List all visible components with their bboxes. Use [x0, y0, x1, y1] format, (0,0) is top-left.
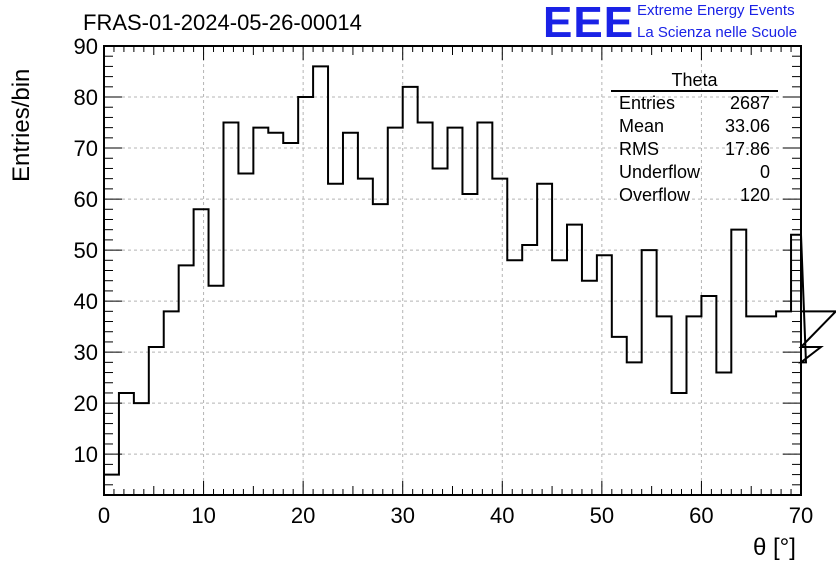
stats-row-rms: RMS 17.86 — [611, 138, 778, 161]
y-tick-label: 70 — [74, 136, 98, 161]
y-axis-ticks: 10 20 30 40 50 60 70 80 90 — [74, 34, 801, 496]
histogram-bin — [761, 316, 776, 495]
histogram-bin — [418, 123, 433, 495]
y-tick-label: 20 — [74, 391, 98, 416]
histogram-bin — [701, 296, 716, 495]
y-axis-label: Entries/bin — [8, 68, 35, 182]
x-tick-label: 60 — [689, 503, 713, 528]
histogram-bin — [462, 194, 477, 495]
histogram-bin — [477, 123, 492, 495]
x-tick-label: 30 — [390, 503, 414, 528]
histogram-bin — [567, 225, 582, 495]
histogram-bin — [746, 316, 761, 495]
stats-label: Underflow — [619, 162, 701, 182]
stats-label: Mean — [619, 116, 665, 136]
histogram-bin — [716, 373, 731, 495]
histogram-bin — [358, 179, 373, 495]
histogram-bin — [328, 184, 343, 495]
y-tick-label: 50 — [74, 238, 98, 263]
y-tick-label: 30 — [74, 340, 98, 365]
histogram-bin — [537, 184, 552, 495]
stats-value: 120 — [739, 185, 770, 205]
stats-row-overflow: Overflow 120 — [611, 184, 778, 207]
histogram-bin — [149, 347, 164, 495]
histogram-bin — [686, 316, 701, 495]
histogram-bin — [642, 250, 657, 495]
x-axis-ticks: 0 10 20 30 40 50 60 70 — [98, 46, 813, 528]
y-tick-label: 90 — [74, 34, 98, 59]
histogram-bin — [238, 174, 253, 495]
histogram-bin — [298, 97, 313, 495]
histogram-bin — [492, 179, 507, 495]
y-tick-label: 60 — [74, 187, 98, 212]
histogram-bin — [791, 235, 801, 495]
histogram-bin — [253, 128, 268, 495]
histogram-bin — [522, 245, 537, 495]
stats-divider — [611, 90, 778, 92]
histogram-bin — [134, 403, 149, 495]
histogram-bin — [448, 128, 463, 495]
histogram-bin — [582, 281, 597, 495]
stats-value: 17.86 — [724, 139, 770, 159]
histogram-outline — [103, 65, 836, 495]
histogram-bin — [552, 260, 567, 495]
histogram-bin — [627, 362, 642, 495]
histogram-series — [103, 65, 836, 495]
stats-value: 2687 — [729, 93, 770, 113]
histogram-bin — [313, 66, 328, 495]
y-tick-label: 80 — [74, 85, 98, 110]
histogram-bin — [612, 337, 627, 495]
x-tick-label: 20 — [291, 503, 315, 528]
stats-row-mean: Mean 33.06 — [611, 115, 778, 138]
stats-row-entries: Entries 2687 — [611, 92, 778, 115]
stats-row-underflow: Underflow 0 — [611, 161, 778, 184]
histogram-bin — [672, 393, 687, 495]
x-tick-label: 50 — [590, 503, 614, 528]
histogram-bin — [731, 230, 746, 495]
x-tick-label: 0 — [98, 503, 110, 528]
stats-box: Theta Entries 2687 Mean 33.06 RMS 17.86 … — [611, 70, 778, 207]
stats-value: 33.06 — [724, 116, 770, 136]
grid-lines — [104, 46, 801, 495]
histogram-bin — [657, 316, 672, 495]
histogram-bin — [597, 255, 612, 495]
stats-label: RMS — [619, 139, 659, 159]
histogram-bin — [209, 286, 224, 495]
chart-title: FRAS-01-2024-05-26-00014 — [83, 10, 362, 35]
logo-line-2: La Scienza nelle Scuole — [637, 24, 798, 41]
x-tick-label: 40 — [490, 503, 514, 528]
histogram-bin — [119, 393, 134, 495]
histogram-bin — [223, 123, 238, 495]
y-tick-label: 40 — [74, 289, 98, 314]
histogram-bin — [507, 260, 522, 495]
histogram-bin — [388, 128, 403, 495]
x-axis-label: θ [°] — [753, 534, 796, 561]
stats-label: Entries — [619, 93, 676, 113]
histogram-bin — [433, 168, 448, 495]
logo-line-1: Extreme Energy Events — [637, 2, 795, 19]
histogram-bin — [268, 133, 283, 495]
y-tick-label: 10 — [74, 442, 98, 467]
stats-label: Overflow — [619, 185, 691, 205]
histogram-bin — [403, 87, 418, 495]
histogram-bin — [164, 311, 179, 495]
histogram-bin — [373, 204, 388, 495]
histogram-bin — [194, 209, 209, 495]
x-tick-label: 70 — [789, 503, 813, 528]
histogram-bin — [179, 265, 194, 495]
histogram-bin — [283, 143, 298, 495]
eee-logo: EEE — [543, 0, 635, 47]
stats-title: Theta — [671, 70, 718, 90]
stats-value: 0 — [759, 162, 770, 182]
x-tick-label: 10 — [191, 503, 215, 528]
histogram-bin — [343, 133, 358, 495]
